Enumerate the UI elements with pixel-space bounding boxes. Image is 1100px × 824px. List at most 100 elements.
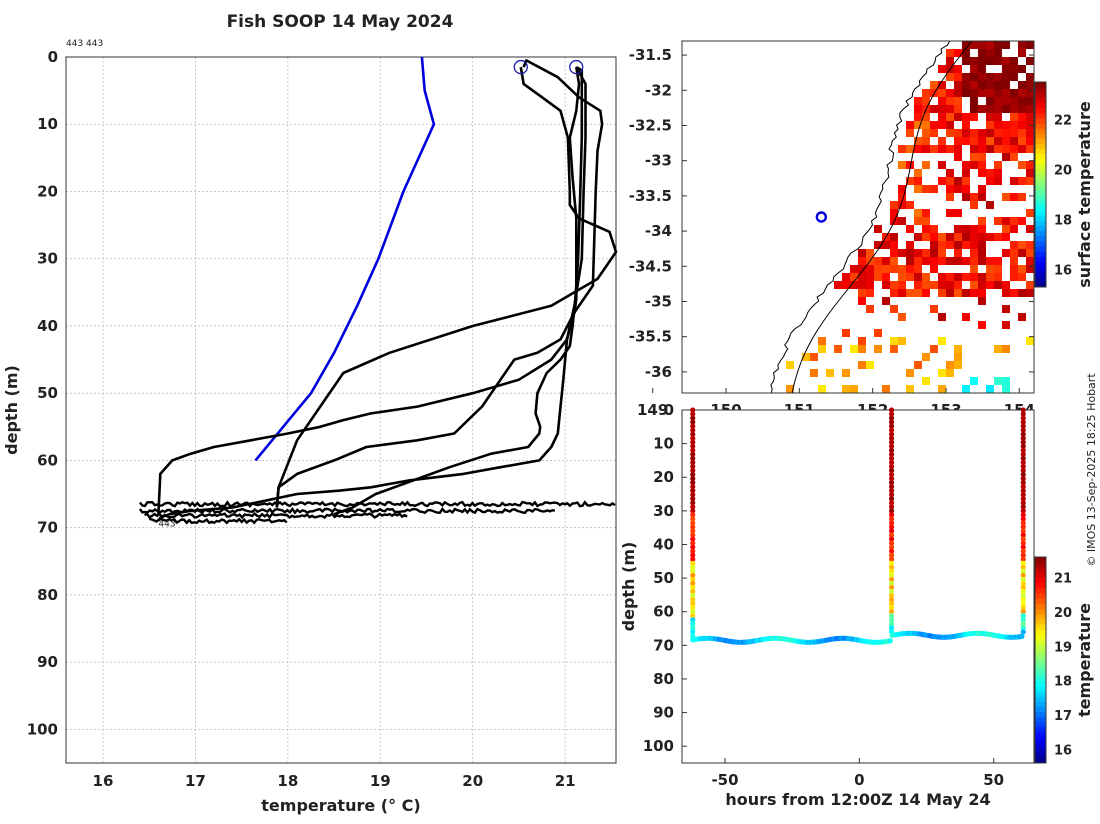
sst-cell <box>818 345 826 353</box>
sst-cell <box>882 281 890 289</box>
section-point <box>888 520 895 526</box>
colorbar-segment <box>1035 251 1046 257</box>
section-point <box>1020 588 1026 595</box>
sst-cell <box>1010 257 1018 265</box>
sst-cell <box>946 193 954 201</box>
sst-cell <box>994 217 1002 225</box>
sst-cell <box>1026 81 1034 89</box>
section-frame <box>681 409 1035 764</box>
sst-cell <box>954 89 962 97</box>
section-point <box>690 512 696 518</box>
colorbar-segment <box>1035 271 1046 278</box>
lat-tick-label: -35 <box>645 292 672 310</box>
sst-cell <box>1018 313 1026 321</box>
sst-cell <box>954 105 962 113</box>
y-tick-label: 10 <box>653 435 674 453</box>
section-point <box>1020 564 1026 570</box>
colorbar-segment <box>1035 587 1046 594</box>
section-point <box>690 625 696 631</box>
section-point <box>1020 504 1026 510</box>
sst-cell <box>946 185 954 193</box>
sst-cell <box>946 281 954 289</box>
colorbar-segment <box>1035 194 1046 201</box>
sst-cell <box>1018 121 1026 129</box>
section-point <box>1020 524 1026 530</box>
sst-cell <box>970 105 978 113</box>
sst-cell <box>1018 265 1026 273</box>
colorbar-segment <box>1035 654 1046 661</box>
sst-cell <box>994 257 1002 265</box>
section-point <box>888 508 895 514</box>
sst-cell <box>914 273 922 281</box>
sst-cell <box>954 49 962 57</box>
sst-cell <box>922 97 930 105</box>
sst-cell <box>858 257 866 265</box>
sst-cell <box>834 345 842 353</box>
sst-cell <box>874 329 882 337</box>
sst-cell <box>954 65 962 73</box>
section-point <box>1020 415 1026 421</box>
y-tick-label: 80 <box>37 586 58 604</box>
sst-cell <box>866 281 874 289</box>
sst-cell <box>866 265 874 273</box>
sst-cell <box>946 361 954 369</box>
sst-cell <box>882 241 890 249</box>
colorbar-segment <box>1035 567 1046 573</box>
y-tick-label: 90 <box>37 653 58 671</box>
y-tick-label: 30 <box>653 502 674 520</box>
sst-cell <box>1010 121 1018 129</box>
colorbar-tick-label: 19 <box>1054 640 1072 655</box>
depth-time-section: -50 0 50 0 10 20 30 40 50 60 70 80 90 100 hours from 1… <box>619 401 1094 809</box>
colorbar-segment <box>1035 608 1046 615</box>
y-tick-label: 20 <box>37 182 58 200</box>
sst-cell <box>962 273 970 281</box>
section-point <box>888 431 895 437</box>
sst-cell <box>914 185 922 193</box>
colorbar-label: surface temperature <box>1075 101 1094 288</box>
section-point <box>888 613 895 619</box>
sst-cell <box>1026 257 1034 265</box>
sst-cell <box>994 377 1002 385</box>
sst-cell <box>914 217 922 225</box>
sst-cell <box>986 257 994 265</box>
x-tick-label: 19 <box>370 772 391 790</box>
sst-cell <box>906 177 914 185</box>
colorbar-segment <box>1035 256 1046 262</box>
sst-cell <box>1018 241 1026 249</box>
sst-cell <box>970 377 978 385</box>
sst-cell <box>1010 129 1018 137</box>
section-point <box>888 601 895 607</box>
sst-cell <box>994 89 1002 97</box>
section-point <box>888 576 895 583</box>
sst-cell <box>930 185 938 193</box>
colorbar-segment <box>1035 639 1046 646</box>
sst-cell <box>938 145 946 153</box>
section-point <box>690 544 696 550</box>
colorbar-segment <box>1035 634 1046 640</box>
sst-cell <box>970 41 978 49</box>
sst-cell <box>994 121 1002 129</box>
sst-cell <box>978 321 986 329</box>
sst-cell <box>898 281 906 289</box>
colorbar-segment <box>1035 174 1046 180</box>
sst-cell <box>938 65 946 73</box>
sst-cell <box>938 281 946 289</box>
colorbar-segment <box>1035 562 1046 568</box>
colorbar-segment <box>1035 629 1046 635</box>
sst-cell <box>914 145 922 153</box>
section-point <box>690 536 696 542</box>
sst-cell <box>954 225 962 233</box>
colorbar-label: temperature <box>1075 603 1094 717</box>
sst-cell <box>930 233 938 241</box>
colorbar-segment <box>1035 690 1046 697</box>
sst-cell <box>842 329 850 337</box>
sst-cell <box>954 137 962 145</box>
section-point <box>888 484 895 490</box>
sst-cell <box>1002 121 1010 129</box>
sst-cell <box>858 281 866 289</box>
sst-cell <box>970 57 978 65</box>
sst-cell <box>1026 97 1034 105</box>
sst-cell <box>1002 321 1010 329</box>
colorbar-segment <box>1035 752 1046 759</box>
sst-cell <box>962 81 970 89</box>
